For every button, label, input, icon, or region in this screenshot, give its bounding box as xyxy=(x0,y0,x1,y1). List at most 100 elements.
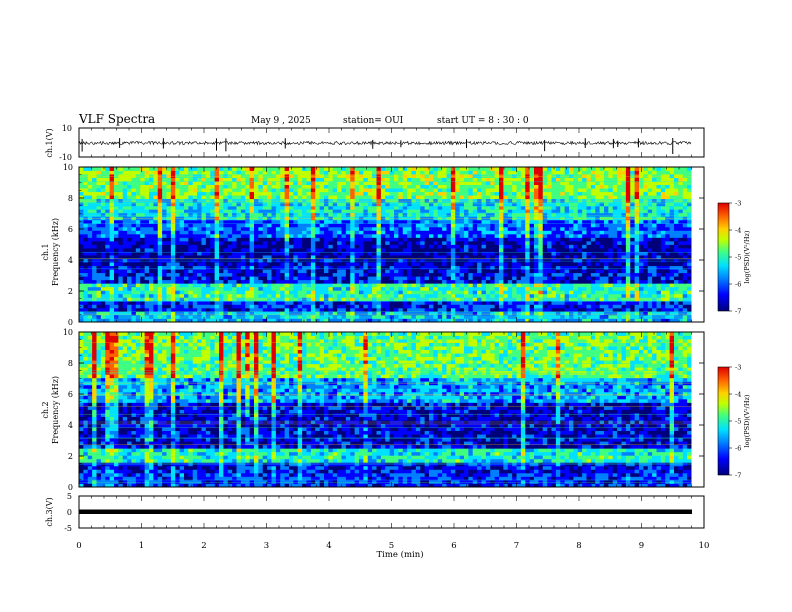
spectrogram-cell xyxy=(485,170,491,175)
spectrogram-cell xyxy=(446,177,452,182)
spectrogram-cell xyxy=(389,184,395,189)
spectrogram-cell xyxy=(354,174,360,178)
spectrogram-cell xyxy=(179,198,185,203)
spectrogram-cell xyxy=(192,174,198,178)
spectrogram-cell xyxy=(105,226,111,231)
spectrogram-cell xyxy=(289,226,294,231)
spectrogram-cell xyxy=(516,191,522,196)
spectrogram-cell xyxy=(538,272,544,277)
spectrogram-cell xyxy=(149,248,154,252)
spectrogram-cell xyxy=(429,181,434,186)
spectrogram-cell xyxy=(219,283,224,288)
spectrogram-cell xyxy=(131,237,137,242)
spectrogram-cell xyxy=(442,262,447,267)
spectrogram-cell xyxy=(144,297,150,302)
spectrogram-cell xyxy=(407,174,412,178)
spectrogram-cell xyxy=(289,223,294,228)
spectrogram-cell xyxy=(569,233,574,238)
spectrogram-cell xyxy=(122,170,128,175)
spectrogram-cell xyxy=(481,244,487,249)
spectrogram-cell xyxy=(184,170,189,175)
spectrogram-cell xyxy=(188,311,194,316)
spectrogram-cell xyxy=(402,311,408,316)
spectrogram-cell xyxy=(149,170,154,175)
spectrogram-cell xyxy=(236,293,242,298)
spectrogram-cell xyxy=(402,290,408,295)
spectrogram-cell xyxy=(450,293,456,298)
spectrogram-cell xyxy=(92,300,97,305)
spectrogram-cell xyxy=(477,226,482,231)
spectrogram-cell xyxy=(114,198,119,203)
spectrogram-cell xyxy=(359,209,364,214)
spectrogram-cell xyxy=(271,304,277,309)
spectrogram-cell xyxy=(385,205,391,210)
spectrogram-cell xyxy=(429,269,434,274)
spectrogram-cell xyxy=(210,205,216,210)
spectrogram-cell xyxy=(245,297,251,302)
spectrogram-cell xyxy=(109,240,115,245)
spectrogram-cell xyxy=(179,202,185,207)
spectrogram-cell xyxy=(394,174,399,178)
spectrogram-cell xyxy=(525,262,531,267)
spectrogram-cell xyxy=(507,244,513,249)
spectrogram-cell xyxy=(153,293,159,298)
spectrogram-cell xyxy=(507,184,513,189)
spectrogram-cell xyxy=(302,272,307,277)
spectrogram-cell xyxy=(223,286,229,291)
spectrogram-cell xyxy=(450,251,456,256)
spectrogram-cell xyxy=(131,248,137,252)
spectrogram-cell xyxy=(450,188,456,193)
spectrogram-cell xyxy=(367,226,373,231)
spectrogram-cell xyxy=(507,240,513,245)
spectrogram-cell xyxy=(350,276,356,281)
spectrogram-cell xyxy=(332,181,338,186)
spectrogram-cell xyxy=(538,318,544,322)
spectrogram-cell xyxy=(459,212,465,217)
spectrogram-cell xyxy=(289,177,294,182)
spectrogram-cell xyxy=(520,177,526,182)
spectrogram-cell xyxy=(127,177,132,182)
spectrogram-cell xyxy=(564,283,570,288)
spectrogram-cell xyxy=(499,188,504,193)
spectrogram-cell xyxy=(319,188,325,193)
spectrogram-cell xyxy=(516,265,522,270)
spectrogram-cell xyxy=(87,304,93,309)
spectrogram-cell xyxy=(380,279,386,284)
spectrogram-cell xyxy=(525,233,531,238)
spectrogram-cell xyxy=(166,300,172,305)
spectrogram-cell xyxy=(83,258,89,263)
spectrogram-cell xyxy=(359,198,364,203)
spectrogram-cell xyxy=(135,255,141,259)
spectrogram-cell xyxy=(83,276,89,281)
spectrogram-cell xyxy=(79,240,84,245)
spectrogram-cell xyxy=(83,223,89,228)
spectrogram-cell xyxy=(245,311,251,316)
spectrogram-cell xyxy=(157,297,163,302)
spectrogram-cell xyxy=(363,212,369,217)
spectrogram-cell xyxy=(398,283,404,288)
spectrogram-cell xyxy=(424,188,430,193)
spectrogram-cell xyxy=(127,269,132,274)
spectrogram-cell xyxy=(135,304,141,309)
spectrogram-cell xyxy=(275,240,281,245)
spectrogram-cell xyxy=(262,170,268,175)
spectrogram-cell xyxy=(450,286,456,291)
spectrogram-cell xyxy=(153,240,159,245)
spectrogram-cell xyxy=(490,251,496,256)
spectrogram-cell xyxy=(175,174,181,178)
spectrogram-cell xyxy=(512,202,517,207)
spectrogram-cell xyxy=(245,184,251,189)
spectrogram-cell xyxy=(534,170,539,175)
spectrogram-cell xyxy=(175,181,181,186)
spectrogram-cell xyxy=(114,226,119,231)
spectrogram-cell xyxy=(380,188,386,193)
spectrogram-cell xyxy=(249,255,255,259)
spectrogram-cell xyxy=(420,244,426,249)
spectrogram-cell xyxy=(499,283,504,288)
spectrogram-cell xyxy=(450,177,456,182)
spectrogram-cell xyxy=(267,248,272,252)
spectrogram-cell xyxy=(324,255,329,259)
spectrogram-cell xyxy=(249,198,255,203)
spectrogram-cell xyxy=(429,212,434,217)
spectrogram-cell xyxy=(450,318,456,322)
